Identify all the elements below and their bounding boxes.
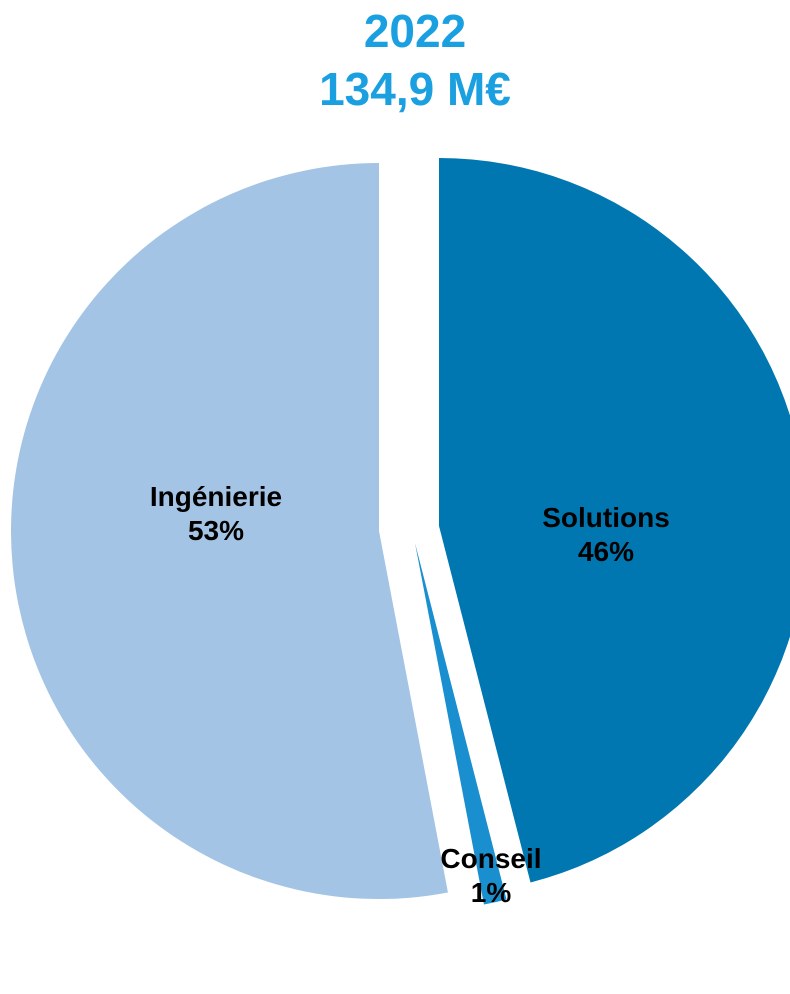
pie-slice-ingenierie: [10, 163, 448, 899]
chart-subtitle: 134,9 M€: [319, 63, 511, 115]
slice-name-label-solutions: Solutions: [542, 502, 670, 533]
chart-title-block: 2022 134,9 M€: [0, 0, 790, 118]
slice-percent-label-conseil: 1%: [471, 877, 512, 908]
slice-percent-label-ingenierie: 53%: [188, 515, 244, 546]
pie-slices: [10, 158, 790, 905]
chart-title: 2022: [363, 5, 467, 57]
slice-percent-label-solutions: 46%: [578, 536, 634, 567]
pie-slice-conseil: [415, 543, 507, 905]
slice-name-label-conseil: Conseil: [440, 843, 541, 874]
pie-slice-solutions: [439, 158, 790, 883]
slice-name-label-ingenierie: Ingénierie: [150, 481, 282, 512]
